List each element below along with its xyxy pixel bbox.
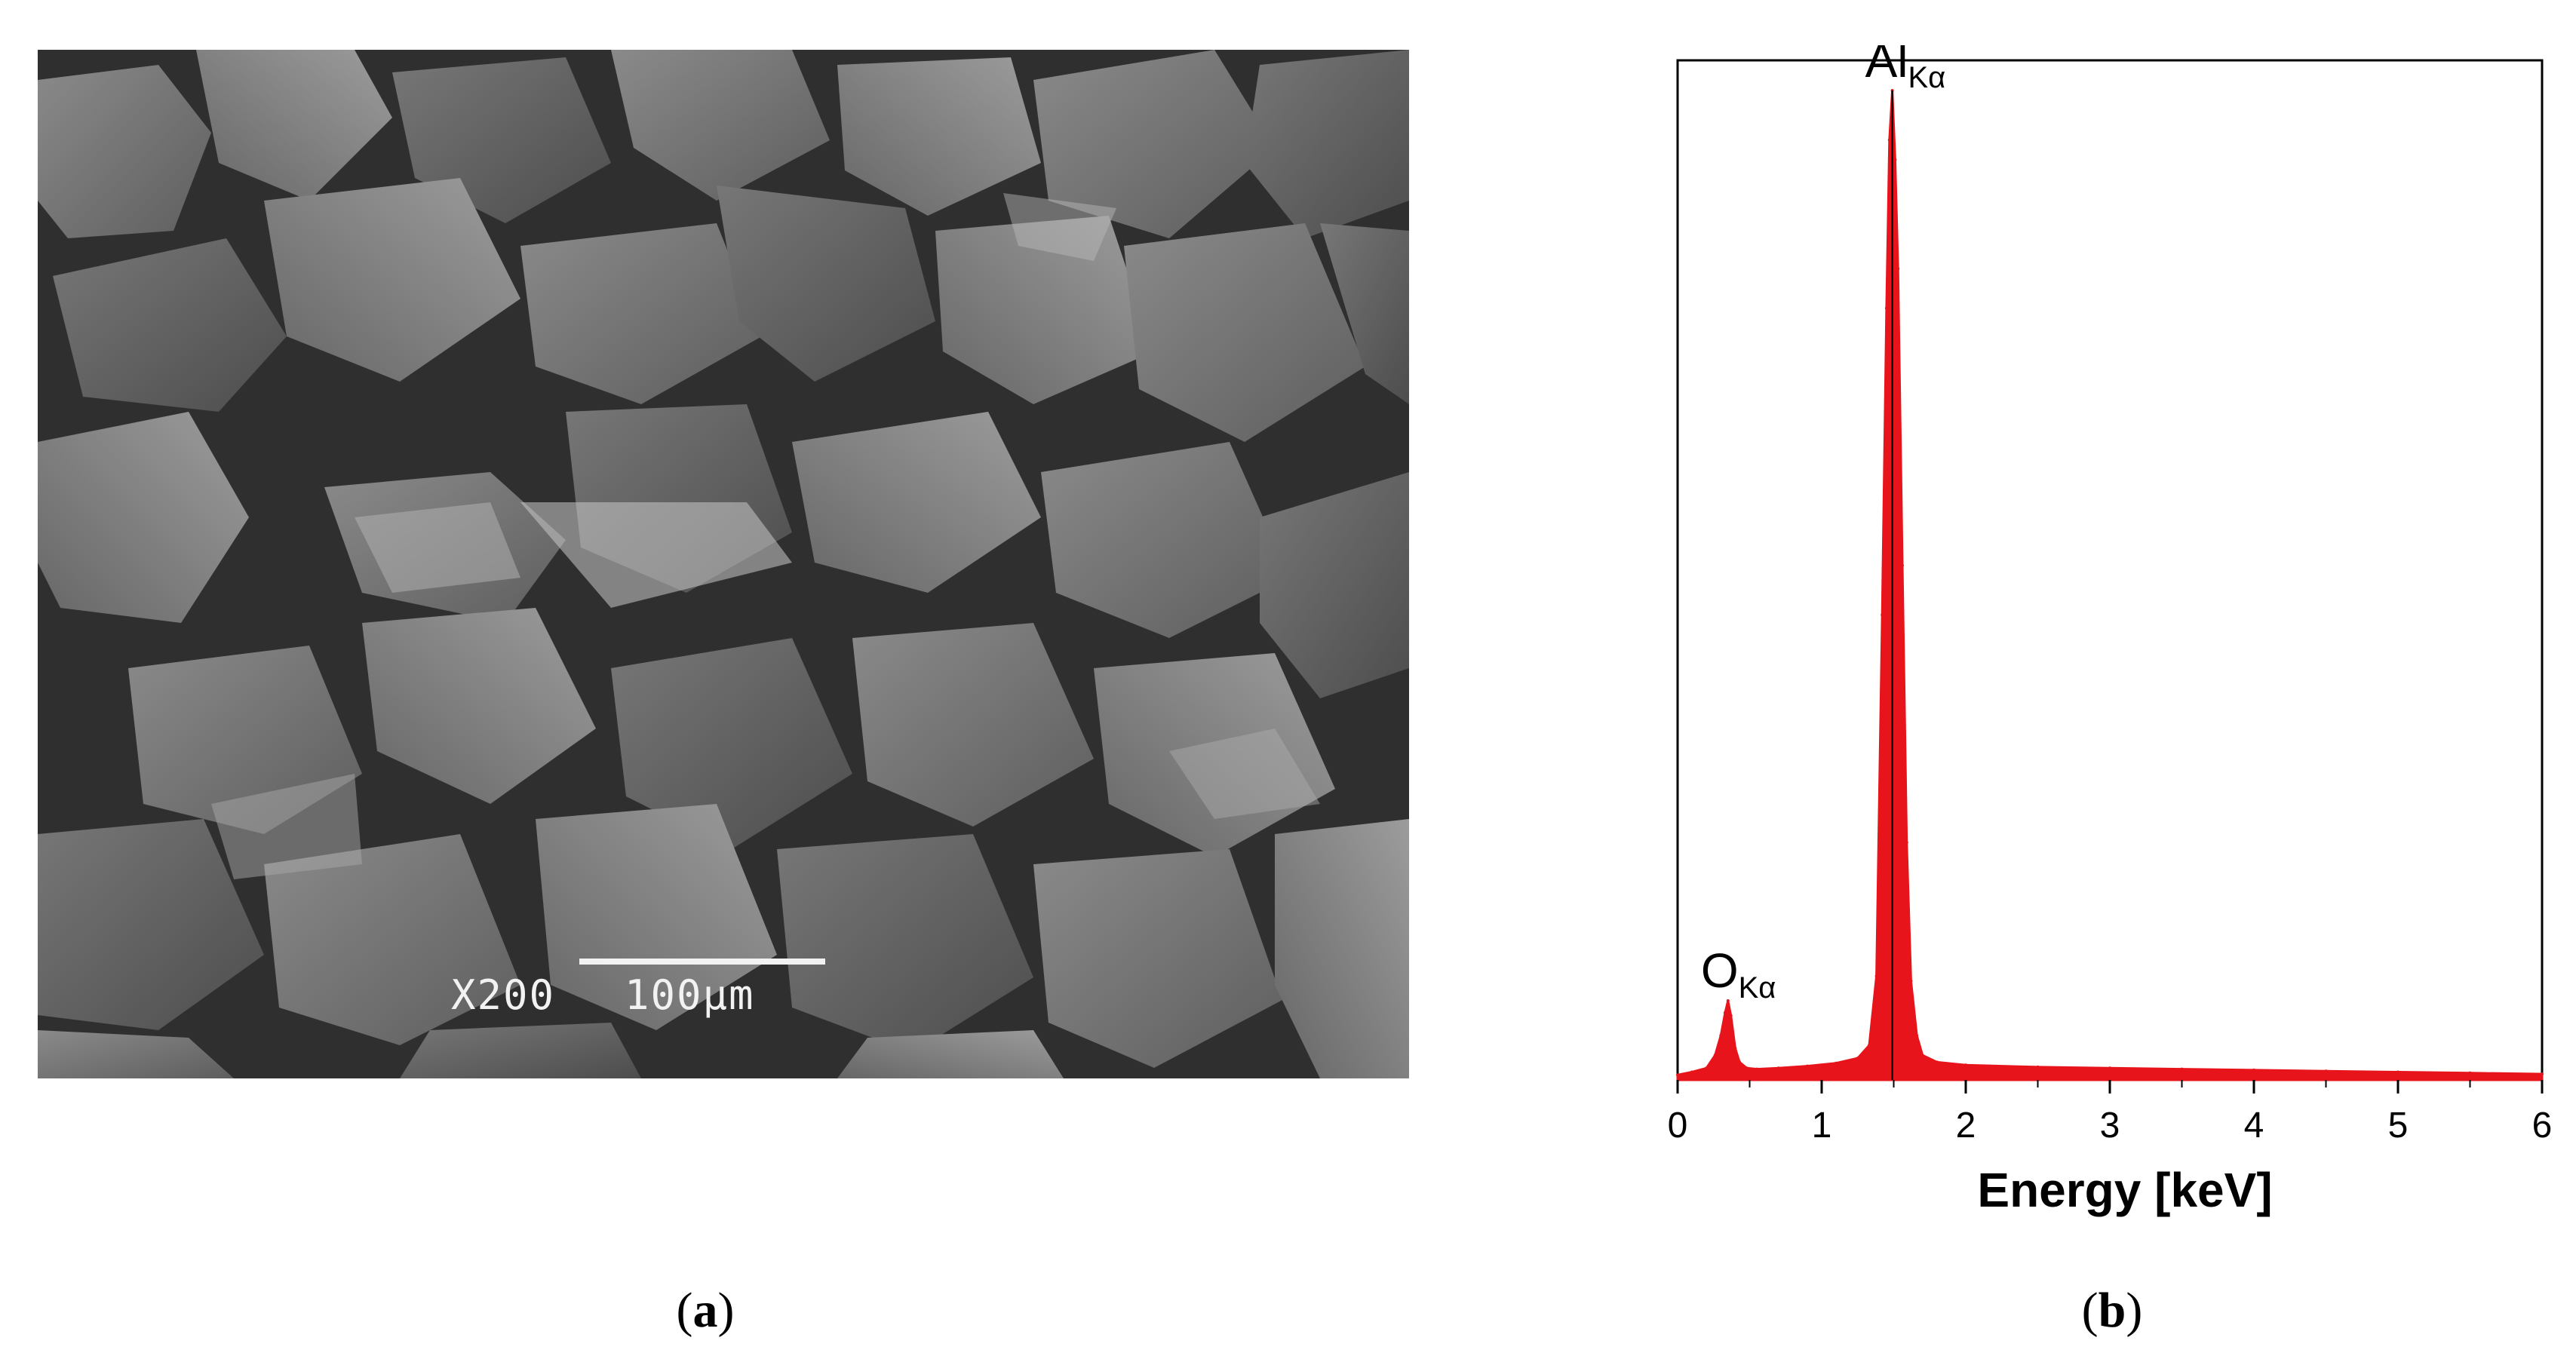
eds-spectrum-chart: OKα AlKα 0 1 2 3 4 5 6 Energy [keV] <box>1644 45 2572 1237</box>
sem-micrograph: X200 100µm <box>38 50 1409 1078</box>
spectrum-point <box>1726 999 1730 1002</box>
spectrum-point <box>1905 841 1908 845</box>
x-axis-label: Energy [keV] <box>1977 1163 2272 1217</box>
x-tick-label: 6 <box>2532 1106 2553 1146</box>
caption-letter-a: a <box>692 1283 718 1338</box>
peak-label-al: AlKα <box>1865 45 1946 94</box>
spectrum-point <box>1920 1054 1924 1057</box>
spectrum-point <box>2541 1072 2544 1076</box>
spectrum-point <box>2324 1069 2328 1073</box>
spectrum-point <box>1887 138 1891 142</box>
spectrum-point <box>1896 267 1900 271</box>
spectrum-point <box>1935 1060 1939 1064</box>
spectrum-point <box>1901 563 1904 567</box>
spectrum-point <box>1915 1034 1919 1037</box>
spectrum-point <box>2108 1066 2111 1070</box>
spectrum-point <box>2468 1071 2472 1075</box>
x-tick-label: 5 <box>2388 1106 2409 1146</box>
spectrum-point <box>1755 1067 1759 1071</box>
x-tick-label: 3 <box>2100 1106 2120 1146</box>
spectrum-point <box>1884 306 1888 310</box>
x-tick-label: 4 <box>2244 1106 2264 1146</box>
spectrum-area-series-0 <box>1676 90 2544 1081</box>
spectrum-point <box>1729 1014 1733 1017</box>
spectrum-point <box>1733 1047 1737 1050</box>
spectrum-point <box>1690 1070 1694 1074</box>
eds-spectrum-svg: OKα AlKα 0 1 2 3 4 5 6 Energy [keV] <box>1668 45 2553 1217</box>
spectrum-point <box>1964 1063 1967 1067</box>
spectrum-point <box>1874 974 1878 978</box>
scale-bar-label: 100µm <box>625 971 755 1019</box>
spectrum-point <box>2180 1067 2184 1071</box>
spectrum-point <box>1713 1054 1717 1057</box>
sem-micrograph-image <box>38 50 1409 1078</box>
spectrum-point <box>1835 1061 1838 1065</box>
spectrum-point <box>2252 1068 2255 1072</box>
spectrum-point <box>1868 1044 1871 1048</box>
spectrum-point <box>1856 1057 1859 1060</box>
spectrum-point <box>1738 1060 1742 1064</box>
spectrum-point <box>1881 613 1884 617</box>
spectrum-point <box>1805 1064 1809 1068</box>
x-tick-label: 2 <box>1956 1106 1976 1146</box>
spectrum-point <box>1909 979 1913 983</box>
caption-panel-a: (a) <box>676 1283 735 1338</box>
spectrum-point <box>1893 158 1897 161</box>
x-tick-label: 1 <box>1812 1106 1832 1146</box>
spectrum-point <box>1776 1066 1780 1070</box>
spectrum-point <box>1705 1066 1709 1070</box>
spectrum-point <box>1745 1066 1749 1070</box>
magnification-label: X200 <box>451 971 556 1019</box>
spectrum-point <box>2396 1070 2399 1074</box>
spectrum-point <box>1719 1034 1723 1037</box>
x-tick-label: 0 <box>1668 1106 1688 1146</box>
spectrum-point <box>1676 1073 1679 1077</box>
spectrum-point <box>1724 1011 1727 1014</box>
caption-letter-b: b <box>2098 1283 2126 1338</box>
scale-bar <box>579 959 825 965</box>
spectrum-point <box>2036 1065 2040 1069</box>
plot-frame <box>1676 59 2544 1081</box>
caption-panel-b: (b) <box>2081 1283 2143 1338</box>
peak-label-o: OKα <box>1701 943 1776 1005</box>
